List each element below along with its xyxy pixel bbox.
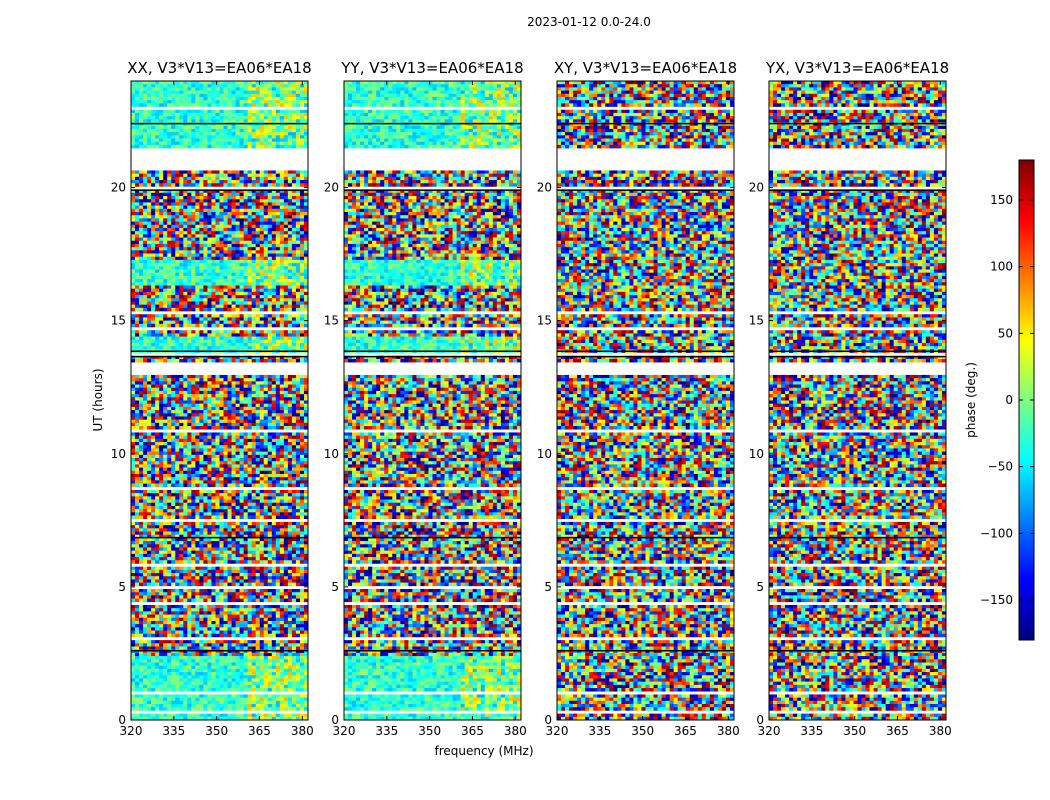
colorbar-tick-label: −50: [988, 460, 1013, 474]
x-tick-label: 365: [461, 724, 484, 738]
y-tick-label: 15: [111, 314, 126, 328]
y-tick-label: 20: [749, 181, 764, 195]
y-tick-label: 15: [749, 314, 764, 328]
colorbar-label: phase (deg.): [964, 362, 978, 438]
y-tick-label: 10: [324, 447, 339, 461]
x-tick-label: 380: [291, 724, 314, 738]
x-tick-label: 380: [717, 724, 740, 738]
y-tick-label: 5: [544, 580, 552, 594]
colorbar-tick-label: −150: [980, 593, 1013, 607]
x-tick-label: 350: [205, 724, 228, 738]
y-tick-label: 5: [118, 580, 126, 594]
x-tick-label: 380: [929, 724, 952, 738]
y-axis-label: UT (hours): [91, 368, 105, 431]
x-tick-label: 350: [843, 724, 866, 738]
heatmap-cells: [344, 81, 521, 720]
x-axis-label: frequency (MHz): [434, 744, 533, 758]
x-tick-label: 335: [375, 724, 398, 738]
y-tick-label: 10: [537, 447, 552, 461]
y-tick-label: 5: [331, 580, 339, 594]
x-tick-label: 335: [588, 724, 611, 738]
y-tick-label: 15: [537, 314, 552, 328]
colorbar-tick-label: 50: [998, 326, 1013, 340]
y-tick-label: 20: [111, 181, 126, 195]
x-tick-label: 365: [886, 724, 909, 738]
panel-title: XX, V3*V13=EA06*EA18: [127, 59, 311, 77]
y-tick-label: 0: [544, 713, 552, 727]
y-tick-label: 0: [331, 713, 339, 727]
x-tick-label: 350: [418, 724, 441, 738]
y-tick-label: 10: [111, 447, 126, 461]
figure-title: 2023-01-12 0.0-24.0: [527, 15, 651, 29]
colorbar-tick-label: 0: [1005, 393, 1013, 407]
x-tick-label: 335: [800, 724, 823, 738]
y-tick-label: 20: [537, 181, 552, 195]
y-tick-label: 20: [324, 181, 339, 195]
heatmap-cells: [769, 81, 946, 720]
panel-title: YX, V3*V13=EA06*EA18: [765, 59, 949, 77]
colorbar-tick-label: 150: [990, 193, 1013, 207]
y-tick-label: 15: [324, 314, 339, 328]
x-tick-label: 350: [631, 724, 654, 738]
colorbar-tick-label: −100: [980, 526, 1013, 540]
x-tick-label: 365: [674, 724, 697, 738]
x-tick-label: 365: [248, 724, 271, 738]
heatmap-cells: [131, 81, 308, 720]
x-tick-label: 335: [162, 724, 185, 738]
heatmap-cells: [557, 81, 734, 720]
y-tick-label: 5: [756, 580, 764, 594]
colorbar-tick-label: 100: [990, 260, 1013, 274]
colorbar: −150 −100 −50 0 50 100 150 phase (deg.): [964, 160, 1034, 640]
panel-title: XY, V3*V13=EA06*EA18: [554, 59, 737, 77]
y-tick-label: 10: [749, 447, 764, 461]
y-tick-label: 0: [118, 713, 126, 727]
y-tick-label: 0: [756, 713, 764, 727]
panel-title: YY, V3*V13=EA06*EA18: [340, 59, 523, 77]
x-tick-label: 380: [504, 724, 527, 738]
